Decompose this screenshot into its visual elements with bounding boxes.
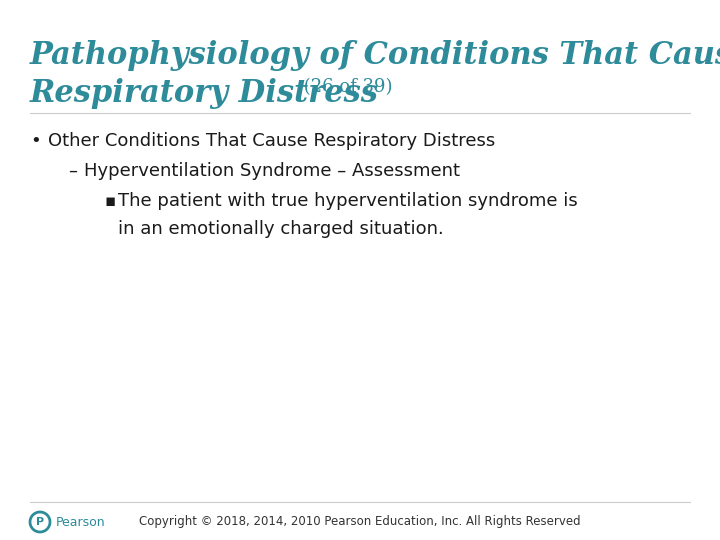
Text: Pearson: Pearson	[56, 516, 106, 529]
Text: in an emotionally charged situation.: in an emotionally charged situation.	[118, 220, 444, 238]
Text: Respiratory Distress: Respiratory Distress	[30, 78, 379, 109]
Text: Pathophysiology of Conditions That Cause: Pathophysiology of Conditions That Cause	[30, 40, 720, 71]
Text: –: –	[68, 162, 77, 180]
Text: ▪: ▪	[104, 192, 115, 210]
Text: Hyperventilation Syndrome – Assessment: Hyperventilation Syndrome – Assessment	[84, 162, 460, 180]
Text: The patient with true hyperventilation syndrome is: The patient with true hyperventilation s…	[118, 192, 577, 210]
Circle shape	[30, 512, 50, 532]
Text: P: P	[36, 517, 44, 527]
Text: Copyright © 2018, 2014, 2010 Pearson Education, Inc. All Rights Reserved: Copyright © 2018, 2014, 2010 Pearson Edu…	[139, 516, 581, 529]
Text: Other Conditions That Cause Respiratory Distress: Other Conditions That Cause Respiratory …	[48, 132, 495, 150]
Text: (26 of 39): (26 of 39)	[298, 78, 392, 96]
Text: •: •	[30, 132, 41, 150]
